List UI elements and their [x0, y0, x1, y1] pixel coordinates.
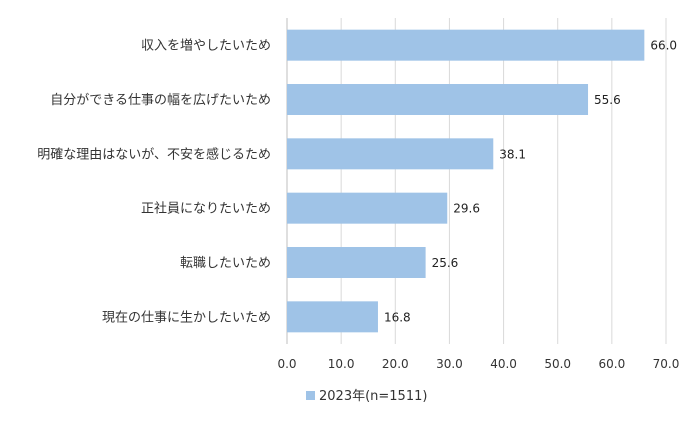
value-label: 25.6: [432, 256, 459, 270]
category-label: 明確な理由はないが、不安を感じるため: [37, 146, 271, 162]
x-tick-label: 70.0: [653, 357, 680, 371]
bar: [287, 192, 448, 224]
bar: [287, 301, 378, 333]
x-tick-label: 30.0: [436, 357, 463, 371]
legend-swatch: [306, 391, 315, 400]
category-labels: 収入を増やしたいため自分ができる仕事の幅を広げたいため明確な理由はないが、不安を…: [37, 39, 271, 326]
x-tick-label: 60.0: [598, 357, 625, 371]
value-labels: 66.0 55.6 38.1 29.6 25.6 16.8: [384, 39, 677, 325]
value-label: 16.8: [384, 310, 411, 324]
value-label: 55.6: [594, 93, 621, 107]
category-label: 自分ができる仕事の幅を広げたいため: [50, 93, 271, 108]
bars: [287, 29, 645, 333]
bar: [287, 247, 426, 278]
x-tick-label: 10.0: [328, 357, 355, 371]
category-label: 転職したいため: [180, 256, 271, 271]
value-label: 29.6: [453, 202, 480, 216]
x-tick-label: 40.0: [490, 357, 517, 371]
x-tick-label: 50.0: [544, 357, 571, 371]
x-tick-label: 20.0: [382, 357, 409, 371]
gridlines: [286, 18, 667, 344]
legend: 2023年(n=1511): [306, 389, 427, 404]
category-label: 収入を増やしたいため: [141, 39, 271, 54]
x-tick-labels: 0.0 10.0 20.0 30.0 40.0 50.0 60.0 70.0: [277, 357, 679, 371]
value-label: 66.0: [650, 39, 677, 53]
bar: [287, 138, 494, 170]
bar: [287, 84, 589, 115]
category-label: 正社員になりたいため: [141, 201, 271, 217]
value-label: 38.1: [499, 147, 526, 161]
category-label: 現在の仕事に生かしたいため: [102, 310, 271, 325]
bar: [287, 29, 645, 61]
legend-label: 2023年(n=1511): [319, 389, 427, 404]
x-tick-label: 0.0: [277, 357, 296, 371]
